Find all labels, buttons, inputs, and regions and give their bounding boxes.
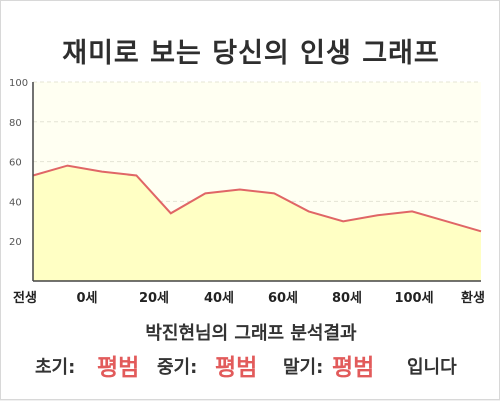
series-line xyxy=(32,164,482,233)
mid-value: 평범 xyxy=(215,355,258,381)
late-value: 평범 xyxy=(332,355,375,381)
x-tick-label: 40세 xyxy=(204,291,234,306)
x-tick-label: 100세 xyxy=(394,291,433,306)
y-tick-label: 80 xyxy=(9,118,22,129)
result-line: 초기: 평범 중기: 평범 말기: 평범 입니다 xyxy=(1,347,500,381)
y-tick-label: 100 xyxy=(9,78,28,89)
x-tick-label: 60세 xyxy=(268,291,298,306)
area-fill xyxy=(33,165,481,281)
owner-line: 박진현님의 그래프 분석결과 xyxy=(145,323,357,344)
result-suffix: 입니다 xyxy=(407,357,457,378)
late-label: 말기: xyxy=(283,357,324,378)
y-tick-label: 20 xyxy=(9,237,22,248)
x-tick-label: 20세 xyxy=(139,291,169,306)
mid-label: 중기: xyxy=(157,357,198,378)
axes xyxy=(32,82,481,282)
y-tick-label: 40 xyxy=(9,197,22,208)
x-tick-label: 환생 xyxy=(461,290,485,306)
early-label: 초기: xyxy=(35,357,76,378)
y-tick-label: 60 xyxy=(9,158,22,169)
x-tick-label: 80세 xyxy=(332,291,362,306)
y-tick-labels: 20 40 60 80 100 xyxy=(9,78,28,248)
early-value: 평범 xyxy=(97,355,140,381)
x-tick-label: 전생 xyxy=(13,290,37,306)
x-tick-label: 0세 xyxy=(76,291,97,306)
page-title: 재미로 보는 당신의 인생 그래프 xyxy=(62,38,440,69)
x-tick-labels: 전생 0세 20세 40세 60세 80세 100세 환생 xyxy=(13,290,485,306)
